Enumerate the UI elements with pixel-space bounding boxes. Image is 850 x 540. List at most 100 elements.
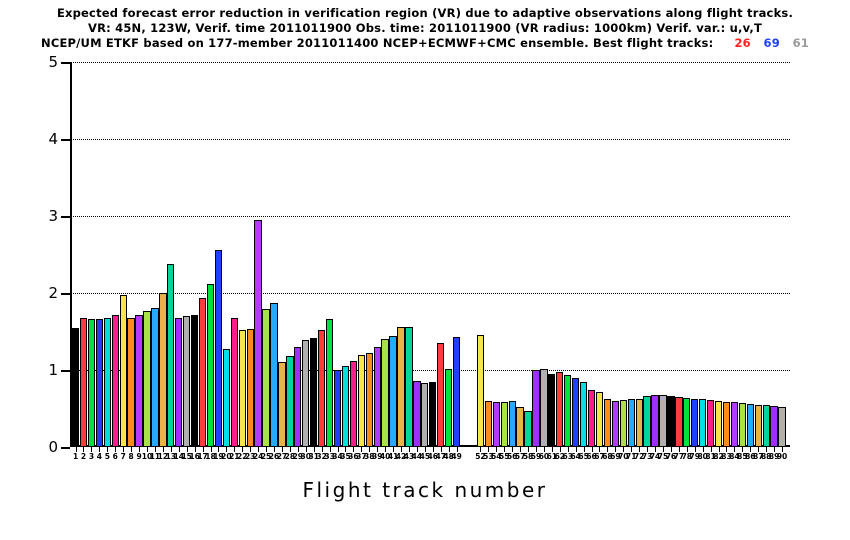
y-tick-label-0: 0 [48,438,58,456]
x-tick-1 [75,447,77,452]
bar-track-67 [595,392,604,447]
bar-track-35 [341,366,350,447]
x-tick-label-58: 58 [522,452,534,461]
x-axis-ticks [70,447,790,453]
x-tick-label-49: 49 [451,452,462,461]
bar-track-34 [333,370,342,447]
bar-track-9 [135,315,143,447]
x-tick-41 [393,447,395,452]
bar-track-36 [349,360,358,447]
x-tick-87 [758,447,760,452]
bar-track-37 [357,354,365,447]
x-tick-label-6: 6 [112,452,118,461]
bar-track-65 [579,382,588,447]
x-tick-label-69: 69 [610,452,621,461]
x-tick-55 [504,447,506,452]
bar-track-5 [103,318,111,447]
x-tick-label-63: 63 [562,452,573,461]
x-tick-label-29: 29 [292,452,304,461]
x-tick-24 [258,447,260,452]
x-tick-label-27: 27 [276,452,288,461]
bar-track-22 [238,329,246,447]
bar-track-49 [452,336,461,447]
bar-track-31 [310,337,318,447]
x-tick-label-36: 36 [348,452,359,461]
x-tick-76 [670,447,672,452]
x-tick-label-17: 17 [197,452,208,461]
x-tick-label-32: 32 [316,452,327,461]
x-tick-label-5: 5 [104,452,110,461]
bar-track-14 [175,317,183,447]
x-tick-23 [250,447,252,452]
x-tick-label-16: 16 [189,452,200,461]
y-tick-2 [61,293,70,295]
x-tick-label-26: 26 [268,452,280,461]
bar-track-89 [770,406,778,447]
bar-track-6 [111,314,119,447]
bar-track-28 [286,356,294,447]
x-tick-90 [782,447,784,452]
x-tick-43 [408,447,410,452]
x-tick-label-66: 66 [586,452,597,461]
bar-track-83 [722,401,731,447]
bar-track-59 [532,370,540,447]
bar-track-16 [190,314,199,447]
x-tick-38 [369,447,371,452]
bar-track-69 [611,400,619,447]
x-tick-14 [178,447,180,452]
bar-track-74 [651,394,659,447]
x-tick-39 [377,447,379,452]
bar-track-33 [325,319,334,447]
x-tick-label-41: 41 [387,452,399,461]
x-tick-label-2: 2 [80,452,87,461]
x-tick-label-84: 84 [729,452,740,461]
x-tick-63 [567,447,569,452]
bar-track-43 [405,326,413,447]
x-tick-62 [559,447,561,452]
x-tick-label-83: 83 [721,452,732,461]
y-tick-label-3: 3 [48,207,58,225]
x-tick-label-71: 71 [626,452,637,461]
x-tick-17 [202,447,204,452]
bar-track-88 [762,405,770,447]
x-tick-label-59: 59 [530,452,542,461]
bar-track-44 [413,380,421,447]
x-tick-28 [289,447,291,452]
x-tick-16 [194,447,196,452]
x-tick-label-64: 64 [570,452,581,461]
x-tick-46 [432,447,434,452]
x-tick-label-42: 42 [395,452,407,461]
gridline-y-1 [70,370,790,371]
bar-track-70 [619,400,627,447]
bar-track-21 [230,317,238,447]
x-tick-37 [361,447,363,452]
title-line-1: Expected forecast error reduction in ver… [56,6,794,20]
x-tick-78 [686,447,688,452]
bar-track-8 [127,318,135,447]
x-tick-5 [107,447,109,452]
bar-track-45 [421,383,429,447]
bar-track-63 [564,375,572,447]
best-track-3: 61 [792,36,809,50]
x-tick-label-9: 9 [136,452,142,461]
x-tick-13 [170,447,172,452]
y-tick-label-1: 1 [48,361,58,379]
bar-track-19 [214,249,223,447]
x-tick-85 [742,447,744,452]
x-tick-71 [631,447,633,452]
x-tick-label-68: 68 [602,452,613,461]
bar-track-48 [445,369,453,447]
bar-track-55 [500,402,508,447]
gridline-y-4 [70,139,790,140]
bar-track-4 [95,319,104,447]
x-tick-label-43: 43 [403,452,415,461]
bar-track-15 [183,316,191,447]
x-tick-label-15: 15 [181,452,192,461]
x-tick-66 [591,447,593,452]
x-tick-label-19: 19 [213,452,224,461]
bar-track-64 [572,378,580,447]
x-tick-label-37: 37 [356,452,367,461]
x-tick-8 [131,447,133,452]
x-tick-label-82: 82 [713,452,724,461]
